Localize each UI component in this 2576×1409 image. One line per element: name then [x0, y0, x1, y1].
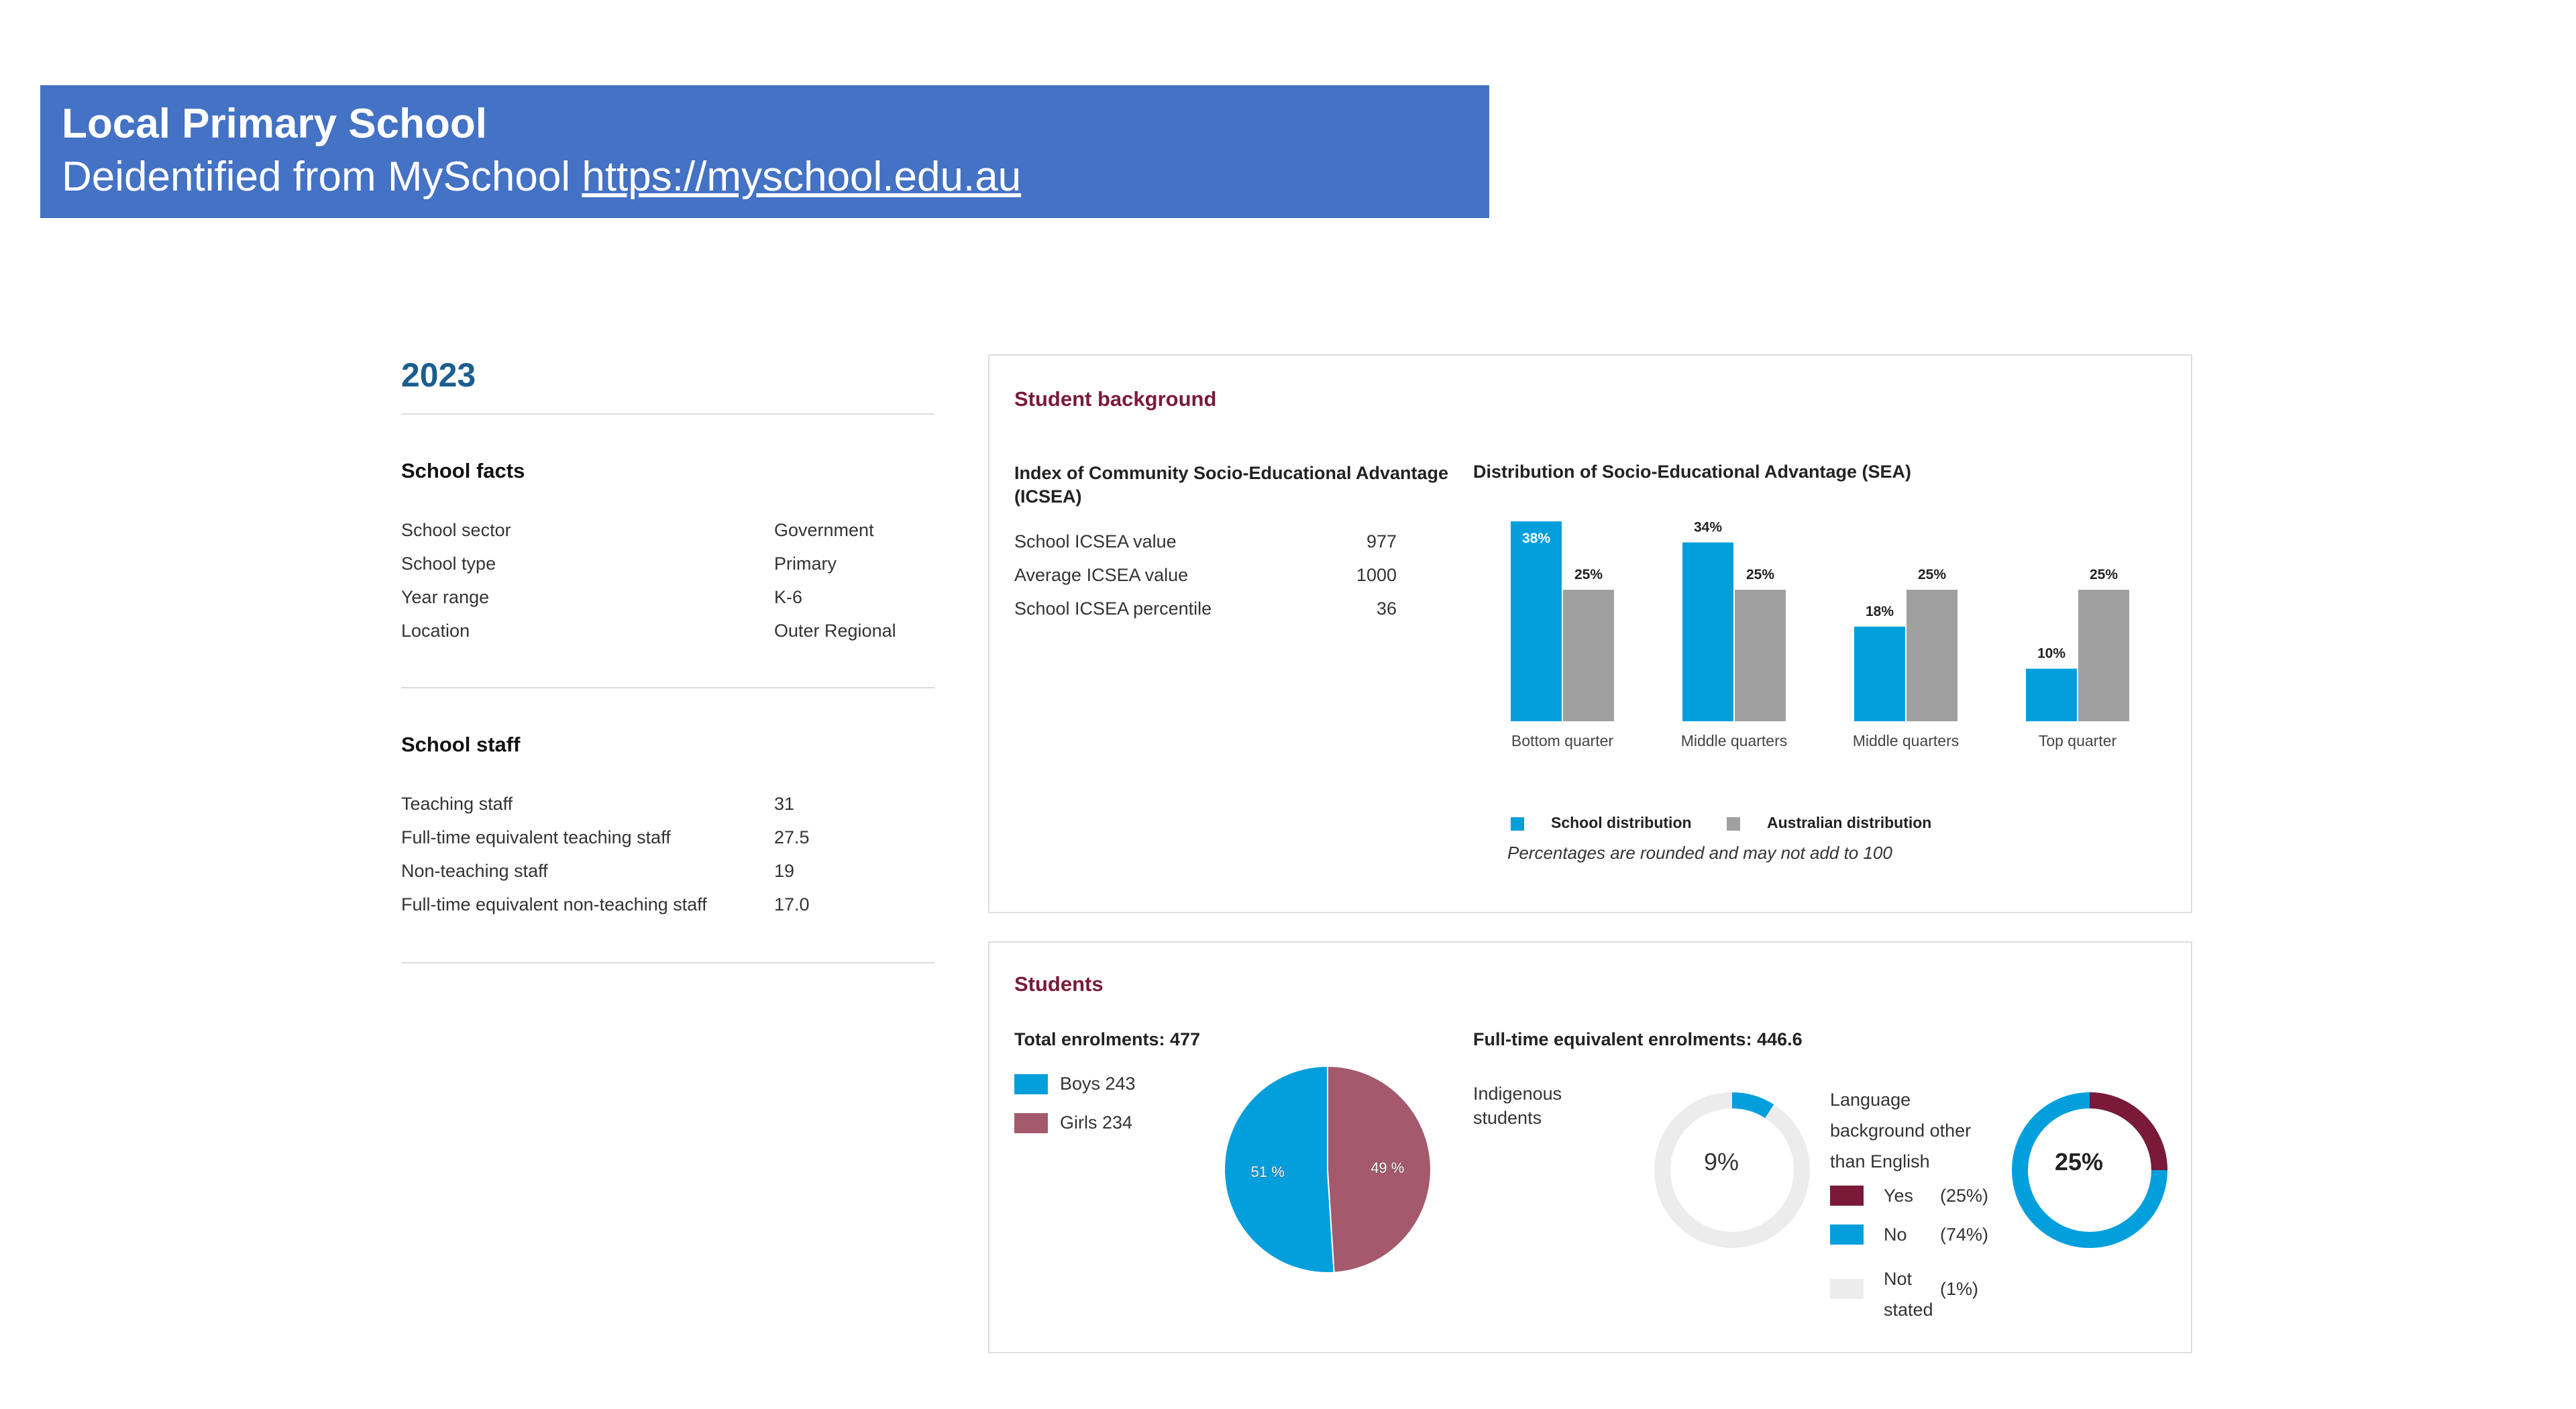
legend-swatch-australia	[1727, 817, 1740, 831]
staff-label: Full-time equivalent teaching staff	[401, 827, 671, 847]
fte-enrolments: Full-time equivalent enrolments: 446.6	[1473, 1029, 1803, 1049]
year-heading: 2023	[401, 356, 476, 394]
school-staff-title: School staff	[401, 733, 521, 756]
icsea-row: School ICSEA percentile 36	[1014, 598, 1397, 632]
sea-bar-school	[1511, 521, 1562, 721]
myschool-link[interactable]: https://myschool.edu.au	[582, 154, 1022, 200]
fact-value: Primary	[774, 554, 837, 574]
sea-bar-chart: 38% 25% Bottom quarter 34% 25% Middle quarter…	[1511, 519, 2129, 749]
sea-bar-australia	[1563, 590, 1614, 721]
lbote-label: Language background other than English	[1830, 1090, 1972, 1171]
staff-label: Teaching staff	[401, 794, 513, 814]
no-label: No	[1884, 1224, 1907, 1245]
students-title: Students	[1014, 972, 1104, 996]
staff-label: Full-time equivalent non-teaching staff	[401, 894, 707, 915]
sea-category-label: Top quarter	[2039, 732, 2117, 749]
divider	[401, 413, 934, 415]
sea-bar-australia	[2078, 590, 2129, 721]
school-facts-list: School sector Government School type Prima…	[401, 520, 934, 654]
sea-value-label: 25%	[2090, 567, 2118, 582]
fact-value: K-6	[774, 587, 803, 607]
indigenous-pct: 9%	[1703, 1148, 1739, 1176]
staff-value: 19	[774, 861, 795, 881]
total-enrolments: Total enrolments: 477	[1014, 1029, 1201, 1049]
fact-value: Government	[774, 520, 874, 540]
sea-title: Distribution of Socio-Educational Advant…	[1473, 462, 1912, 482]
sea-bar-school	[1682, 542, 1733, 721]
yes-label: Yes	[1884, 1186, 1914, 1206]
divider	[401, 687, 934, 688]
icsea-value: 977	[1366, 531, 1397, 552]
indigenous-label: Indigenous students	[1473, 1084, 1562, 1128]
student-background-title: Student background	[1014, 387, 1217, 411]
icsea-label: School ICSEA value	[1014, 531, 1177, 552]
legend-school-label: School distribution	[1551, 814, 1692, 831]
icsea-title: Index of Community Socio-Educational Adv…	[1014, 463, 1449, 507]
girls-label: Girls 234	[1060, 1112, 1133, 1133]
school-facts-title: School facts	[401, 459, 525, 482]
sea-bar-school	[2026, 668, 2077, 721]
icsea-row: Average ICSEA value 1000	[1014, 565, 1397, 598]
fact-row: Location Outer Regional	[401, 621, 934, 654]
icsea-value: 1000	[1356, 565, 1397, 585]
banner-title: Local Primary School	[62, 101, 487, 147]
school-staff-list: Teaching staff 31 Full-time equivalent te…	[401, 794, 934, 928]
yes-swatch	[1830, 1186, 1864, 1206]
icsea-label: Average ICSEA value	[1014, 565, 1189, 585]
sea-value-label: 25%	[1746, 567, 1774, 582]
icsea-value: 36	[1376, 598, 1397, 619]
sea-value-label: 38%	[1522, 531, 1550, 546]
sea-value-label: 34%	[1694, 519, 1722, 535]
yes-pct: (25%)	[1940, 1186, 1989, 1206]
banner-subtitle: Deidentified from MySchool https://mysch…	[62, 150, 1468, 205]
sea-bar-australia	[1735, 590, 1786, 721]
staff-value: 27.5	[774, 827, 810, 847]
staff-value: 17.0	[774, 894, 810, 915]
sea-value-label: 25%	[1918, 567, 1946, 582]
fact-label: Location	[401, 621, 470, 641]
banner-subtitle-prefix: Deidentified from MySchool	[62, 154, 582, 200]
not-stated-label: Not stated	[1884, 1269, 1933, 1320]
icsea-row: School ICSEA value 977	[1014, 531, 1397, 565]
header-banner: Local Primary School Deidentified from M…	[40, 85, 1489, 218]
legend-school: School distribution	[1511, 814, 1692, 832]
icsea-label: School ICSEA percentile	[1014, 598, 1212, 619]
sea-category-label: Bottom quarter	[1511, 732, 1613, 749]
footnote: Percentages are rounded and may not add …	[1507, 843, 1892, 863]
sea-category-label: Middle quarters	[1681, 732, 1788, 749]
students-panel	[988, 941, 2192, 1353]
boys-swatch	[1014, 1074, 1048, 1094]
fact-row: School sector Government	[401, 520, 934, 554]
sea-bar-australia	[1907, 590, 1957, 721]
no-swatch	[1830, 1224, 1864, 1245]
fact-row: Year range K-6	[401, 587, 934, 621]
staff-row: Teaching staff 31	[401, 794, 934, 827]
fact-label: School type	[401, 554, 496, 574]
fact-value: Outer Regional	[774, 621, 896, 641]
staff-row: Full-time equivalent teaching staff 27.5	[401, 827, 934, 861]
girls-swatch	[1014, 1113, 1048, 1133]
no-pct: (74%)	[1940, 1224, 1989, 1245]
legend-australia-label: Australian distribution	[1767, 814, 1932, 831]
staff-value: 31	[774, 794, 795, 814]
divider	[401, 962, 934, 963]
legend-australia: Australian distribution	[1727, 814, 1931, 832]
legend-swatch-school	[1511, 817, 1524, 831]
not-stated-swatch	[1830, 1279, 1864, 1299]
sea-category-label: Middle quarters	[1853, 732, 1960, 749]
fact-row: School type Primary	[401, 554, 934, 587]
sea-value-label: 18%	[1866, 604, 1894, 619]
sea-value-label: 10%	[2037, 646, 2065, 662]
staff-label: Non-teaching staff	[401, 861, 548, 881]
boys-label: Boys 243	[1060, 1074, 1136, 1094]
fact-label: Year range	[401, 587, 490, 607]
sea-bar-school	[1854, 626, 1905, 721]
fact-label: School sector	[401, 520, 511, 540]
not-stated-pct: (1%)	[1940, 1279, 1979, 1299]
lbote-pct: 25%	[2054, 1148, 2104, 1176]
staff-row: Full-time equivalent non-teaching staff 1…	[401, 894, 934, 928]
sea-value-label: 25%	[1574, 567, 1603, 582]
staff-row: Non-teaching staff 19	[401, 861, 934, 894]
